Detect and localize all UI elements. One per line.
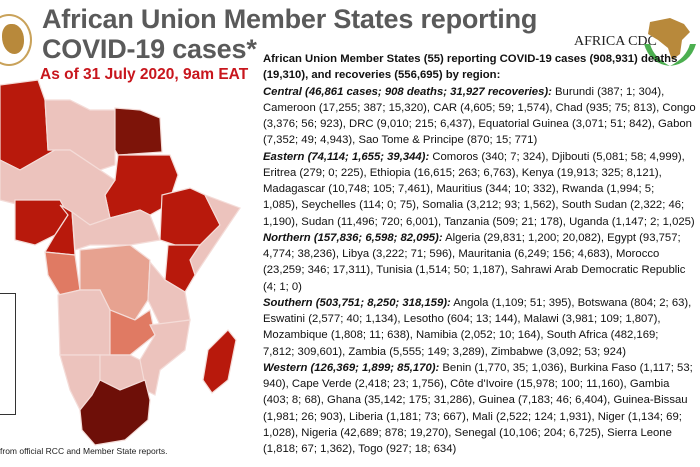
region-header: Northern (157,836; 6,598; 82,095): — [263, 231, 443, 244]
summary-line: Madagascar (10,748; 105; 7,461), Mauriti… — [263, 181, 700, 197]
summary-text: African Union Member States (55) reporti… — [263, 53, 678, 65]
summary-text: (23,259; 346; 17,311), Tunisia (1,514; 5… — [263, 264, 686, 277]
region-header: Central (46,861 cases; 908 deaths; 31,92… — [263, 85, 552, 98]
summary-text: (4; 1; 0) — [263, 280, 302, 293]
region-car-southsudan — [71, 209, 161, 251]
region-gabon-congo — [44, 251, 81, 296]
region-header: Southern (503,751; 8,250; 318,159): — [263, 296, 451, 309]
summary-line: 1,028), Nigeria (42,689; 878; 19,270), S… — [263, 425, 700, 441]
summary-text: 1,028), Nigeria (42,689; 878; 19,270), S… — [263, 426, 672, 439]
summary-text: (19,310), and recoveries (556,695) by re… — [263, 69, 501, 82]
summary-text: Benin (1,770, 35; 1,036), Burkina Faso (… — [439, 361, 693, 374]
summary-line: (3,376; 56; 923), DRC (9,010; 215; 6,437… — [263, 116, 700, 132]
summary-text: (403; 8; 68), Ghana (35,142; 175; 31,286… — [263, 394, 688, 407]
summary-line: 1,190), Sudan (11,496; 720; 6,001), Tanz… — [263, 214, 700, 230]
summary-text: (3,376; 56; 923), DRC (9,010; 215; 6,437… — [263, 118, 692, 130]
as-of-date: As of 31 July 2020, 9am EAT — [40, 66, 249, 83]
summary-text: (7,352; 49; 4,943), Sao Tome & Principe … — [263, 134, 538, 147]
summary-text: Madagascar (10,748; 105; 7,461), Mauriti… — [263, 183, 655, 195]
summary-text: Cameroon (17,255; 387; 15,320), CAR (4,6… — [263, 101, 696, 114]
page-title-line2: COVID-19 cases* — [42, 34, 257, 64]
africa-choropleth-map — [0, 79, 241, 446]
summary-text: (1,981; 26; 903), Liberia (1,181; 73; 66… — [263, 410, 682, 423]
summary-line: Eastern (74,114; 1,655; 39,344): Comoros… — [263, 149, 700, 165]
summary-line: 7,812; 309,601), Zambia (5,555; 149; 3,2… — [263, 344, 700, 360]
summary-line: 940), Cape Verde (2,418; 23; 1,756), Côt… — [263, 376, 700, 392]
summary-line: (1,818; 67; 1,362), Togo (927; 18; 634) — [263, 441, 700, 457]
summary-text: Burundi (387; 1; 304), — [551, 85, 665, 98]
footnote: from official RCC and Member State repor… — [0, 446, 168, 456]
summary-text: Mozambique (1,808; 11; 638), Namibia (2,… — [263, 329, 659, 342]
summary-line: 1,085), Seychelles (114; 0; 75), Somalia… — [263, 197, 700, 213]
region-egypt — [114, 107, 163, 156]
summary-text: Comoros (340; 7; 324), Djibouti (5,081; … — [429, 150, 685, 163]
summary-line: African Union Member States (55) reporti… — [263, 51, 700, 67]
region-angola — [57, 289, 111, 356]
summary-line: Southern (503,751; 8,250; 318,159): Ango… — [263, 295, 700, 311]
summary-line: Eritrea (279; 0; 225), Ethiopia (16,615;… — [263, 165, 700, 181]
summary-line: (1,981; 26; 903), Liberia (1,181; 73; 66… — [263, 409, 700, 425]
summary-text: Angola (1,109; 51; 395), Botswana (804; … — [450, 296, 692, 309]
summary-line: Central (46,861 cases; 908 deaths; 31,92… — [263, 84, 700, 100]
summary-text: 7,812; 309,601), Zambia (5,555; 149; 3,2… — [263, 345, 626, 358]
map-legend — [0, 293, 16, 415]
regional-summary: African Union Member States (55) reporti… — [263, 51, 700, 457]
page-title-line1: African Union Member States reporting — [42, 4, 538, 34]
summary-line: (403; 8; 68), Ghana (35,142; 175; 31,286… — [263, 392, 700, 408]
region-mozambique — [139, 319, 191, 396]
summary-text: 1,190), Sudan (11,496; 720; 6,001), Tanz… — [263, 215, 695, 228]
summary-line: Eswatini (2,577; 40; 1,134), Lesotho (60… — [263, 311, 700, 327]
region-libya — [44, 99, 116, 171]
summary-line: Northern (157,836; 6,598; 82,095): Alger… — [263, 230, 700, 246]
summary-line: Cameroon (17,255; 387; 15,320), CAR (4,6… — [263, 100, 700, 116]
summary-text: 4,774; 38,236), Libya (3,222; 71; 596), … — [263, 248, 660, 260]
africa-cdc-logo — [644, 18, 696, 66]
summary-text: Algeria (29,831; 1,200; 20,082), Egypt (… — [442, 231, 681, 244]
africa-cdc-brand: AFRICA CDC — [574, 34, 657, 49]
summary-line: (19,310), and recoveries (556,695) by re… — [263, 67, 700, 83]
region-south-africa — [79, 379, 151, 446]
summary-line: Mozambique (1,808; 11; 638), Namibia (2,… — [263, 327, 700, 343]
summary-line: (4; 1; 0) — [263, 279, 700, 295]
summary-line: 4,774; 38,236), Libya (3,222; 71; 596), … — [263, 246, 700, 262]
region-madagascar — [202, 329, 237, 394]
region-header: Western (126,369; 1,899; 85,170): — [263, 361, 440, 374]
summary-text: Eritrea (279; 0; 225), Ethiopia (16,615;… — [263, 166, 662, 179]
summary-line: Western (126,369; 1,899; 85,170): Benin … — [263, 360, 700, 376]
summary-text: 940), Cape Verde (2,418; 23; 1,756), Côt… — [263, 378, 670, 390]
region-header: Eastern (74,114; 1,655; 39,344): — [263, 150, 430, 163]
summary-line: (7,352; 49; 4,943), Sao Tome & Principe … — [263, 132, 700, 148]
summary-text: 1,085), Seychelles (114; 0; 75), Somalia… — [263, 199, 685, 212]
summary-text: (1,818; 67; 1,362), Togo (927; 18; 634) — [263, 443, 457, 455]
summary-text: Eswatini (2,577; 40; 1,134), Lesotho (60… — [263, 313, 661, 325]
summary-line: (23,259; 346; 17,311), Tunisia (1,514; 5… — [263, 262, 700, 278]
